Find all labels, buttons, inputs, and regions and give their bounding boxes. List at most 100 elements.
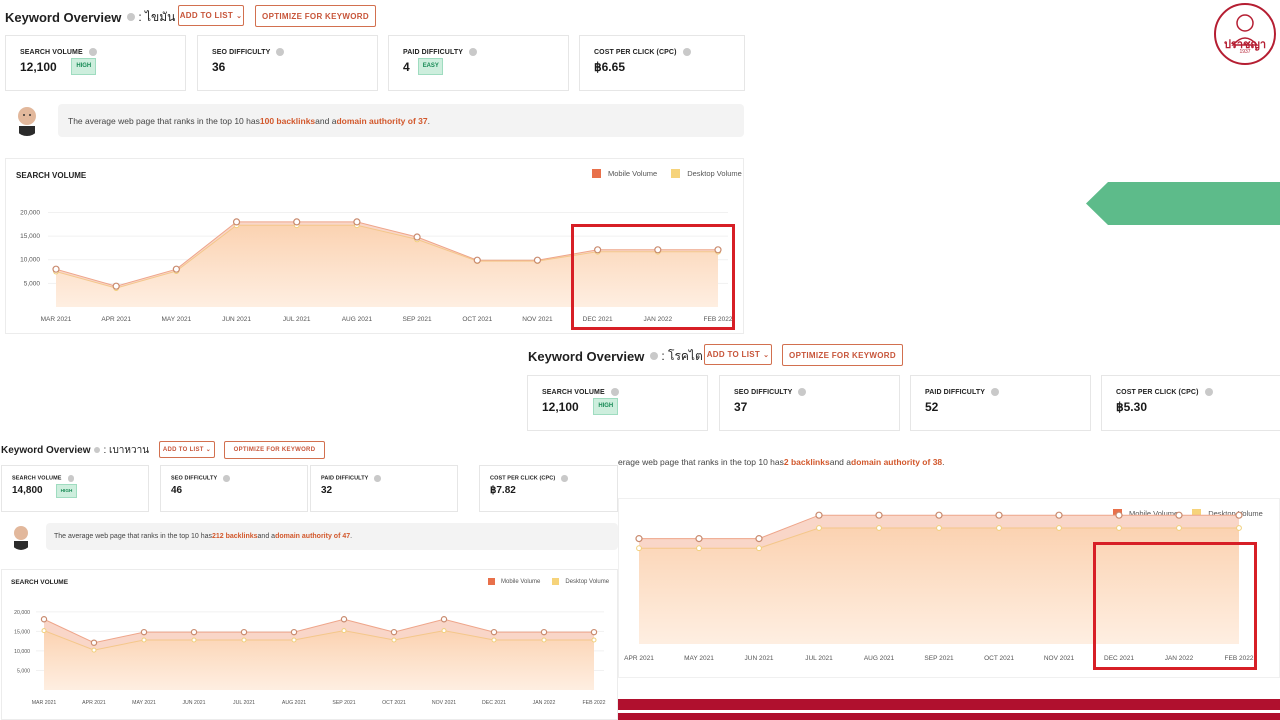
info-icon[interactable] [798,387,807,396]
green-arrow-decoration [1086,182,1280,225]
x-tick-label: AUG 2021 [864,655,895,662]
info-icon[interactable] [650,352,659,360]
metric-value: 4 [403,60,410,74]
x-tick-label: SEP 2021 [332,700,355,706]
legend-mobile: Mobile Volume [501,578,541,585]
backlinks-count: 2 backlinks [783,456,830,467]
mobile-point [172,265,180,273]
add-to-list-label: ADD TO LIST [706,350,761,359]
info-icon[interactable] [276,47,285,56]
desktop-point [241,637,247,643]
y-tick-label: 15,000 [20,233,40,240]
desktop-point [1116,525,1122,531]
add-to-list-button[interactable]: ADD TO LIST ⌄ [704,344,772,365]
info-icon[interactable] [374,475,381,482]
x-tick-label: MAY 2021 [161,316,191,323]
tip-text: erage web page that ranks in the top 10 … [618,456,784,467]
metric-value: 46 [171,485,183,496]
optimize-button[interactable]: OPTIMIZE FOR KEYWORD [224,441,325,459]
bottom-bar-2 [618,713,1280,720]
metric-card: SEARCH VOLUME 12,100 HIGH [527,375,708,431]
desktop-point [636,545,642,552]
difficulty-badge: HIGH [56,483,77,498]
desktop-point [1176,525,1182,531]
mobile-point [140,628,148,636]
info-icon[interactable] [223,475,230,482]
logo-sub: 1937 [1239,49,1251,55]
desktop-point [41,628,47,634]
add-to-list-button[interactable]: ADD TO LIST ⌄ [159,441,215,458]
desktop-line [43,630,594,651]
page-title: Keyword Overview [528,348,645,364]
chart-title: SEARCH VOLUME [11,579,69,586]
metric-value: 12,100 [542,400,579,414]
metric-label: SEO DIFFICULTY [212,47,287,56]
x-tick-label: JUN 2021 [745,655,774,662]
metric-card: PAID DIFFICULTY 4 EASY [388,35,569,91]
y-tick-label: 20,000 [14,610,30,616]
info-icon[interactable] [682,47,691,56]
desktop-point [441,628,447,634]
mobile-point [935,511,943,519]
metric-value: 52 [925,400,939,414]
backlinks-count: 100 backlinks [259,115,316,126]
optimize-label: OPTIMIZE FOR KEYWORD [233,447,316,453]
chevron-down-icon: ⌄ [763,351,770,359]
tip-text-mid: and a [257,533,276,540]
optimize-button[interactable]: OPTIMIZE FOR KEYWORD [782,344,903,366]
info-icon[interactable] [67,475,75,482]
keyword-label: : เบาหวาน [103,444,150,456]
difficulty-badge: HIGH [71,58,97,75]
mobile-point [340,616,348,623]
metric-value: 37 [734,400,748,414]
mobile-point [390,628,398,636]
page-title: Keyword Overview [1,444,91,456]
desktop-point [756,545,762,552]
add-to-list-button[interactable]: ADD TO LIST ⌄ [178,5,244,26]
metric-label: SEARCH VOLUME [542,387,622,396]
chevron-down-icon: ⌄ [236,12,243,20]
metric-card: SEARCH VOLUME 14,800 HIGH [1,465,149,512]
mobile-point [654,246,662,254]
backlinks-tip: erage web page that ranks in the top 10 … [618,445,1280,478]
metric-value: ฿5.30 [1116,400,1147,414]
x-tick-label: JUN 2021 [182,700,205,706]
info-icon[interactable] [990,387,999,396]
keyword-panel-diabetes: Keyword Overview : เบาหวาน ADD TO LIST ⌄ … [0,436,618,720]
chart-title: SEARCH VOLUME [16,171,87,180]
x-tick-label: NOV 2021 [522,316,553,323]
backlinks-tip: The average web page that ranks in the t… [58,104,744,137]
info-icon[interactable] [610,387,619,396]
mobile-point [440,616,448,623]
legend-mobile: Mobile Volume [608,169,658,178]
domain-authority: domain authority of 37 [336,115,428,126]
mobile-point [1235,511,1243,519]
mobile-point [815,511,823,519]
x-tick-label: APR 2021 [101,316,131,323]
info-icon[interactable] [127,13,136,21]
desktop-swatch [671,169,681,178]
chart-legend: Mobile Volume Desktop Volume [488,578,609,585]
y-tick-label: 20,000 [20,209,40,216]
brand-logo: ปราชญา 1937 [1214,3,1276,65]
x-tick-label: APR 2021 [624,655,654,662]
x-tick-label: SEP 2021 [924,655,954,662]
info-icon[interactable] [561,475,568,482]
info-icon[interactable] [94,447,101,453]
metric-card: PAID DIFFICULTY 32 [310,465,458,512]
desktop-swatch [1192,509,1202,518]
metric-value: ฿6.65 [594,60,625,74]
mobile-point [1175,511,1183,519]
info-icon[interactable] [88,47,97,56]
domain-authority: domain authority of 38 [851,456,943,467]
mobile-point [52,265,60,273]
backlinks-count: 212 backlinks [212,533,258,540]
keyword-label: : โรคไต [661,348,703,363]
mobile-point [293,218,301,226]
info-icon[interactable] [468,47,477,56]
info-icon[interactable] [1204,387,1213,396]
optimize-button[interactable]: OPTIMIZE FOR KEYWORD [255,5,376,27]
mobile-point [590,628,598,636]
search-volume-chart-box: SEARCH VOLUME Mobile Volume Desktop Volu… [1,569,618,720]
mobile-point [240,628,248,636]
